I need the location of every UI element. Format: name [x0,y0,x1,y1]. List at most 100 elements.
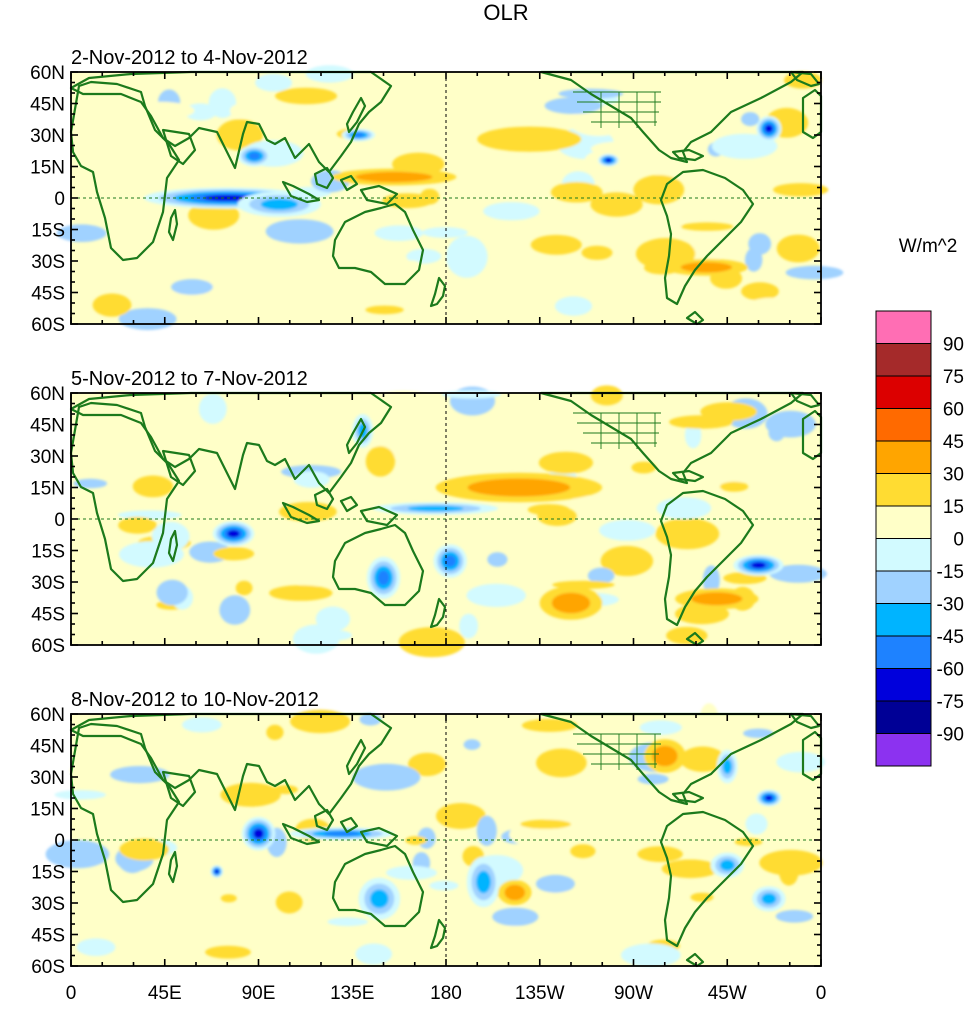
olr-background-cell [398,627,465,658]
olr-background-cell [292,408,344,437]
olr-background-cell [637,773,669,785]
colorbar-swatch [875,440,932,474]
panel-date-label: 5-Nov-2012 to 7-Nov-2012 [71,368,308,390]
lon-tick-label: 135E [330,983,374,1004]
olr-anomaly-contour [765,125,773,133]
panel-axes: 60N 45N 30N 15N 0 15S 30S 45S 60S [30,63,822,336]
olr-anomaly-contour [551,592,591,614]
olr-anomaly-field [45,703,825,967]
lon-tick-label: 135W [515,983,565,1004]
olr-background-cell [255,73,293,92]
olr-anomaly-contour [477,126,582,152]
olr-background-cell [441,390,502,399]
olr-background-cell [422,227,468,238]
olr-anomaly-field [73,385,827,658]
olr-anomaly-contour [370,889,389,909]
olr-background-cell [590,385,623,406]
olr-background-cell [129,431,151,447]
olr-anomaly-contour [722,759,732,774]
olr-background-cell [581,245,613,260]
olr-background-cell [352,763,421,791]
olr-background-cell [501,925,527,948]
olr-background-cell [773,183,829,197]
lat-tick-label: 60S [31,957,65,978]
olr-background-cell [690,892,714,902]
lat-tick-label: 30S [31,894,65,915]
olr-background-cell [305,65,354,83]
colorbar-swatch [875,505,932,539]
olr-anomaly-contour [227,530,240,538]
olr-background-cell [198,393,227,424]
olr-background-cell [492,907,539,926]
colorbar-swatch [875,635,932,669]
lon-tick-label: 0 [816,983,827,1004]
olr-background-cell [459,613,478,639]
colorbar-swatch [875,733,932,767]
olr-background-cell [429,880,459,891]
lat-tick-label: 15S [31,863,65,884]
lat-tick-label: 30N [30,126,65,147]
olr-background-cell [521,718,578,732]
colorbar-swatch [875,343,932,377]
lat-tick-label: 30S [31,252,65,273]
olr-background-cell [741,112,760,127]
olr-anomaly-contour [467,478,571,497]
olr-background-cell [365,446,396,477]
olr-background-cell [544,97,602,114]
lat-tick-label: 30S [31,573,65,594]
olr-background-cell [220,782,281,807]
olr-background-cell [365,305,404,315]
olr-background-cell [374,225,424,241]
lat-tick-label: 60S [31,315,65,336]
olr-anomaly-contour [719,859,735,871]
colorbar-label: -30 [937,595,964,616]
olr-background-cell [213,547,255,561]
olr-background-cell [745,247,763,272]
panel-axes: 60N 45N 30N 15N 0 15S 30S 45S 60S [30,384,822,657]
olr-background-cell [220,894,237,903]
olr-background-cell [573,264,631,297]
olr-anomaly-contour [761,893,777,905]
olr-background-cell [587,567,615,584]
olr-background-cell [666,626,708,645]
olr-anomaly-contour [476,870,491,894]
olr-background-cell [197,256,259,285]
colorbar-label: 75 [943,367,964,388]
lon-tick-label: 0 [66,983,77,1004]
olr-background-cell [746,297,795,316]
olr-anomaly-contour [377,570,390,586]
lat-tick-label: 30N [30,768,65,789]
map-panel: 2-Nov-2012 to 4-Nov-2012 60N 45N 30N 15N 0 15… [30,47,844,336]
olr-anomaly-contour [446,235,488,278]
lat-tick-label: 15N [30,158,65,179]
olr-background-cell [138,890,190,920]
colorbar-swatch [875,700,932,734]
colorbar-label: 30 [943,465,964,486]
olr-background-cell [118,516,157,534]
olr-background-cell [743,728,774,738]
olr-background-cell [265,219,334,244]
lon-tick-label: 180 [430,983,462,1004]
lat-tick-label: 0 [54,189,65,210]
olr-background-cell [159,818,200,828]
olr-background-cell [719,481,749,492]
olr-background-cell [680,222,734,231]
olr-background-cell [699,703,719,733]
olr-background-cell [530,891,593,912]
olr-anomaly-contour [407,505,464,512]
olr-background-cell [634,212,683,234]
olr-background-cell [487,552,508,567]
colorbar-swatch [875,408,932,442]
lat-tick-label: 60N [30,63,65,84]
map-panel: 8-Nov-2012 to 10-Nov-2012 60N 45N 30N 15N 0 1… [30,689,826,1004]
figure-title: OLR [483,0,528,25]
panel-date-label: 8-Nov-2012 to 10-Nov-2012 [71,689,319,711]
olr-background-cell [119,838,169,861]
lat-tick-label: 60N [30,384,65,405]
olr-background-cell [293,624,340,654]
olr-background-cell [535,874,575,893]
olr-anomaly-contour [323,831,360,836]
olr-background-cell [205,945,251,959]
olr-background-cell [219,595,251,625]
